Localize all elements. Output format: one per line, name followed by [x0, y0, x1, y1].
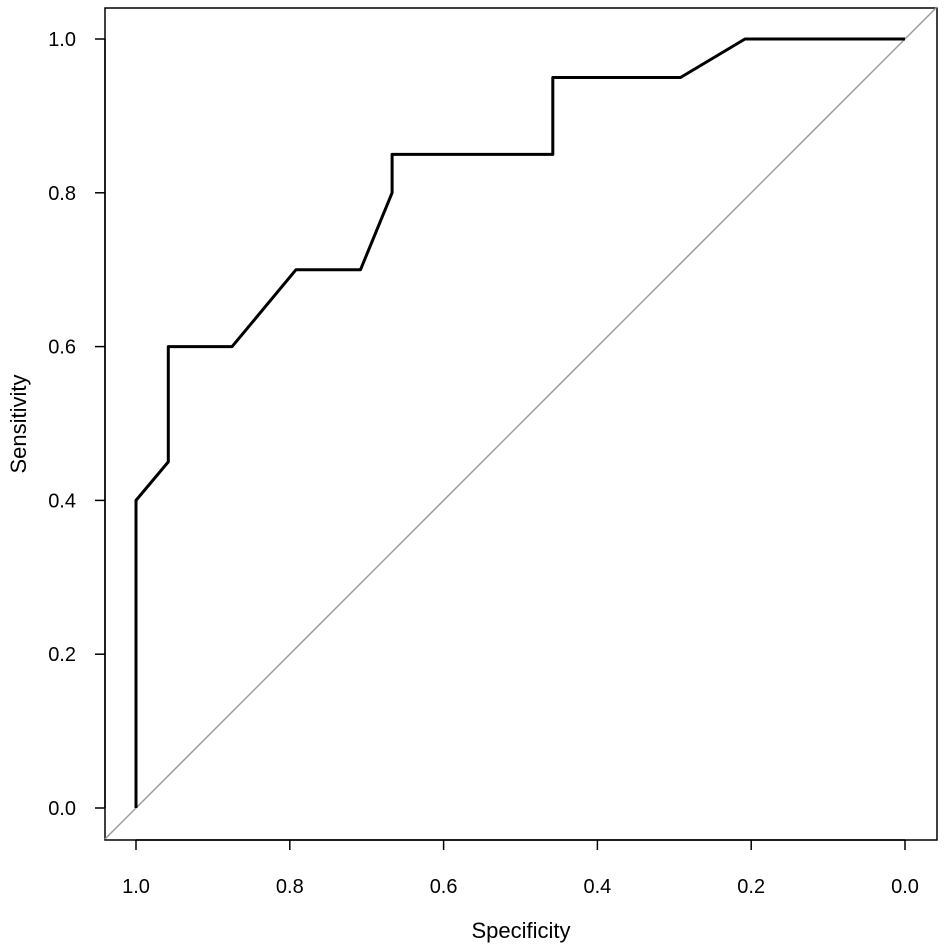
y-tick-label: 0.8: [48, 183, 76, 205]
y-tick-label: 0.2: [48, 644, 76, 666]
x-tick-label: 0.8: [276, 876, 304, 898]
x-tick-label: 0.6: [430, 876, 458, 898]
y-axis: 0.0 0.2 0.4 0.6 0.8 1.0: [48, 29, 106, 820]
roc-curve-line: [134, 37, 905, 808]
x-axis-title: Specificity: [471, 918, 570, 943]
series-layer: [134, 37, 905, 808]
y-tick-label: 0.4: [48, 490, 76, 512]
x-tick-label: 0.0: [891, 876, 919, 898]
x-axis: 1.0 0.8 0.6 0.4 0.2 0.0: [122, 839, 919, 898]
reference-diagonal-line: [104, 6, 938, 840]
y-axis-title: Sensitivity: [6, 374, 31, 473]
y-tick-label: 0.0: [48, 798, 76, 820]
y-tick-label: 0.6: [48, 337, 76, 359]
x-tick-label: 0.2: [737, 876, 765, 898]
y-tick-label: 1.0: [48, 29, 76, 51]
x-tick-label: 1.0: [122, 876, 150, 898]
reference-line-layer: [104, 6, 938, 840]
x-tick-label: 0.4: [583, 876, 611, 898]
